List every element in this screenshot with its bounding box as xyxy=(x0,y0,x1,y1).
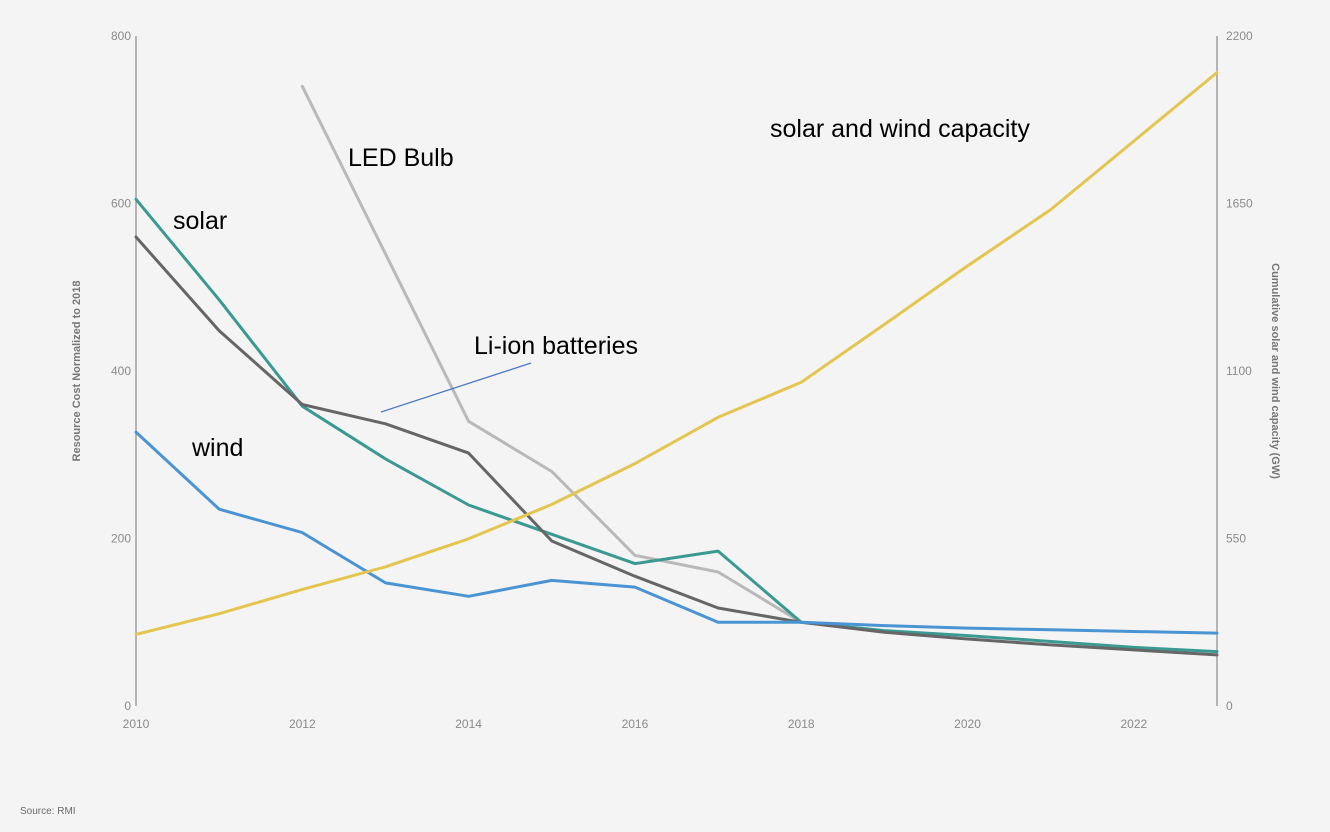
annotation-solar-wind-capacity: solar and wind capacity xyxy=(770,115,1030,143)
right-y-tick-label: 550 xyxy=(1226,532,1246,546)
li-ion-pointer-line xyxy=(380,362,532,413)
left-y-tick-label: 600 xyxy=(111,197,131,211)
right-y-tick-label: 1100 xyxy=(1226,364,1252,378)
left-y-tick-label: 400 xyxy=(111,364,131,378)
x-tick-label: 2012 xyxy=(289,717,316,731)
left-y-tick-label: 0 xyxy=(124,699,131,713)
annotation-led-bulb: LED Bulb xyxy=(348,144,454,172)
tick-labels: 2010 2012 2014 2016 2018 2020 2022 0 200 400 600 80… xyxy=(111,29,1253,731)
right-y-tick-label: 1650 xyxy=(1226,197,1253,211)
x-tick-label: 2020 xyxy=(954,717,981,731)
right-y-tick-label: 2200 xyxy=(1226,29,1253,43)
annotations: LED Bulb solar and wind capacity solar L… xyxy=(173,115,1030,462)
series-line-wind xyxy=(134,430,1219,635)
left-y-tick-label: 200 xyxy=(111,532,131,546)
x-tick-label: 2022 xyxy=(1120,717,1147,731)
source-note: Source: RMI xyxy=(20,806,76,817)
annotation-wind: wind xyxy=(191,434,243,462)
x-tick-label: 2010 xyxy=(123,717,150,731)
annotation-li-ion-batteries: Li-ion batteries xyxy=(474,332,638,360)
series-line-solar-and-wind-capacity xyxy=(134,71,1219,636)
axes xyxy=(135,36,1218,706)
series-lines xyxy=(134,71,1219,657)
x-tick-label: 2018 xyxy=(788,717,815,731)
x-tick-label: 2014 xyxy=(455,717,482,731)
right-axis-title: Cumulative solar and wind capacity (GW) xyxy=(1269,263,1281,479)
right-y-tick-label: 0 xyxy=(1226,699,1233,713)
left-y-tick-label: 800 xyxy=(111,29,131,43)
x-tick-label: 2016 xyxy=(622,717,649,731)
series-line-li-ion-batteries xyxy=(134,235,1219,657)
series-line-led-bulb xyxy=(300,84,803,624)
series-line-solar xyxy=(134,197,1219,654)
annotation-solar: solar xyxy=(173,207,227,235)
left-axis-title: Resource Cost Normalized to 2018 xyxy=(71,281,83,462)
